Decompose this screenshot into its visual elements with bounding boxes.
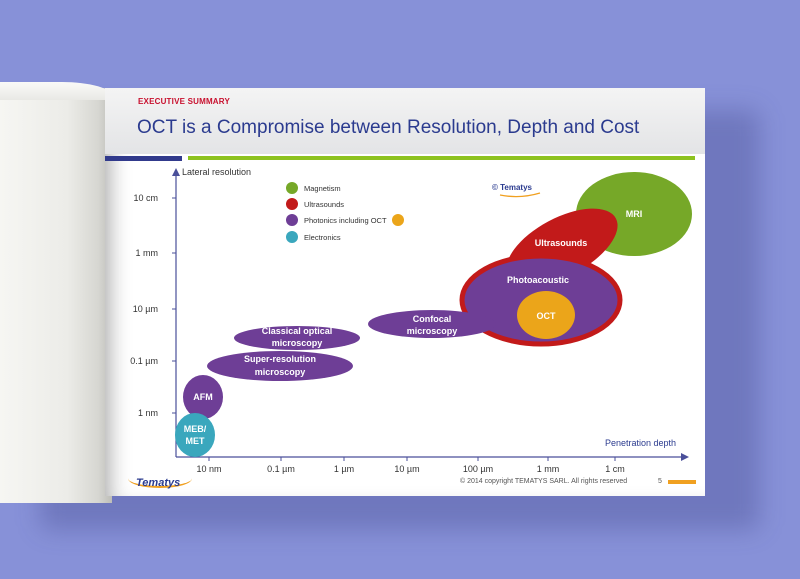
- y-tick-label: 1 mm: [136, 248, 159, 258]
- section-label: EXECUTIVE SUMMARY: [138, 97, 231, 106]
- region-label-mri: MRI: [626, 209, 643, 219]
- header-rule-blue: [105, 156, 182, 161]
- legend-label: Photonics including OCT: [304, 216, 387, 225]
- legend-label: Magnetism: [304, 184, 341, 193]
- footer-logo-swoosh: [128, 470, 192, 488]
- left-page: [0, 82, 112, 503]
- legend-swatch: [286, 214, 298, 226]
- y-tick-label: 1 nm: [138, 408, 158, 418]
- y-tick-label: 10 cm: [133, 193, 158, 203]
- legend-swatch: [286, 198, 298, 210]
- page-number-bar: [668, 480, 696, 484]
- region-meb-met: [175, 413, 215, 457]
- watermark-text: © Tematys: [492, 183, 533, 192]
- page-curl: [0, 82, 112, 100]
- region-afm: [183, 375, 223, 419]
- chart-axes: [172, 168, 689, 461]
- region-label-confocal-microscopy: microscopy: [407, 326, 458, 336]
- region-label-super-resolution-microscopy: Super-resolution: [244, 354, 316, 364]
- y-tick-label: 0.1 µm: [130, 356, 158, 366]
- x-tick-label: 1 mm: [537, 464, 560, 474]
- x-tick-label: 1 µm: [334, 464, 354, 474]
- y-tick-label: 10 µm: [133, 304, 158, 314]
- region-label-ultrasounds: Ultrasounds: [535, 238, 588, 248]
- region-label-classical-optical-microscopy: microscopy: [272, 338, 323, 348]
- x-tick-label: 10 nm: [196, 464, 221, 474]
- legend-swatch: [286, 231, 298, 243]
- region-label-meb-met: MET: [186, 436, 206, 446]
- region-label-classical-optical-microscopy: Classical optical: [262, 326, 333, 336]
- watermark-swoosh: [499, 192, 541, 198]
- header-rule-green: [188, 156, 695, 160]
- footer-logo: Tematys: [136, 477, 181, 489]
- region-label-afm: AFM: [193, 392, 213, 402]
- x-tick-label: 10 µm: [394, 464, 419, 474]
- region-classical-optical-microscopy: [234, 326, 360, 350]
- region-label-photoacoustic: Photoacoustic: [507, 275, 569, 285]
- region-oct: [517, 291, 575, 339]
- region-label-super-resolution-microscopy: microscopy: [255, 367, 306, 377]
- x-axis-title: Penetration depth: [605, 438, 676, 448]
- legend-swatch-oct: [392, 214, 404, 226]
- legend-label: Electronics: [304, 233, 341, 242]
- y-axis-title: Lateral resolution: [182, 167, 251, 177]
- region-label-confocal-microscopy: Confocal: [413, 314, 452, 324]
- legend-label: Ultrasounds: [304, 200, 344, 209]
- x-tick-label: 100 µm: [463, 464, 493, 474]
- watermark: © Tematys: [492, 183, 541, 198]
- page-title: OCT is a Compromise between Resolution, …: [137, 117, 640, 138]
- region-label-oct: OCT: [537, 311, 557, 321]
- x-tick-label: 1 cm: [605, 464, 625, 474]
- region-label-meb-met: MEB/: [184, 424, 207, 434]
- region-super-resolution-microscopy: [207, 351, 353, 381]
- x-tick-label: 0.1 µm: [267, 464, 295, 474]
- legend-swatch: [286, 182, 298, 194]
- header-band: [105, 88, 705, 154]
- y-axis-arrow: [172, 168, 180, 176]
- page-number: 5: [658, 478, 662, 485]
- region-confocal-microscopy: [368, 310, 496, 338]
- footer-copyright: © 2014 copyright TEMATYS SARL. All right…: [460, 478, 628, 485]
- x-axis-arrow: [681, 453, 689, 461]
